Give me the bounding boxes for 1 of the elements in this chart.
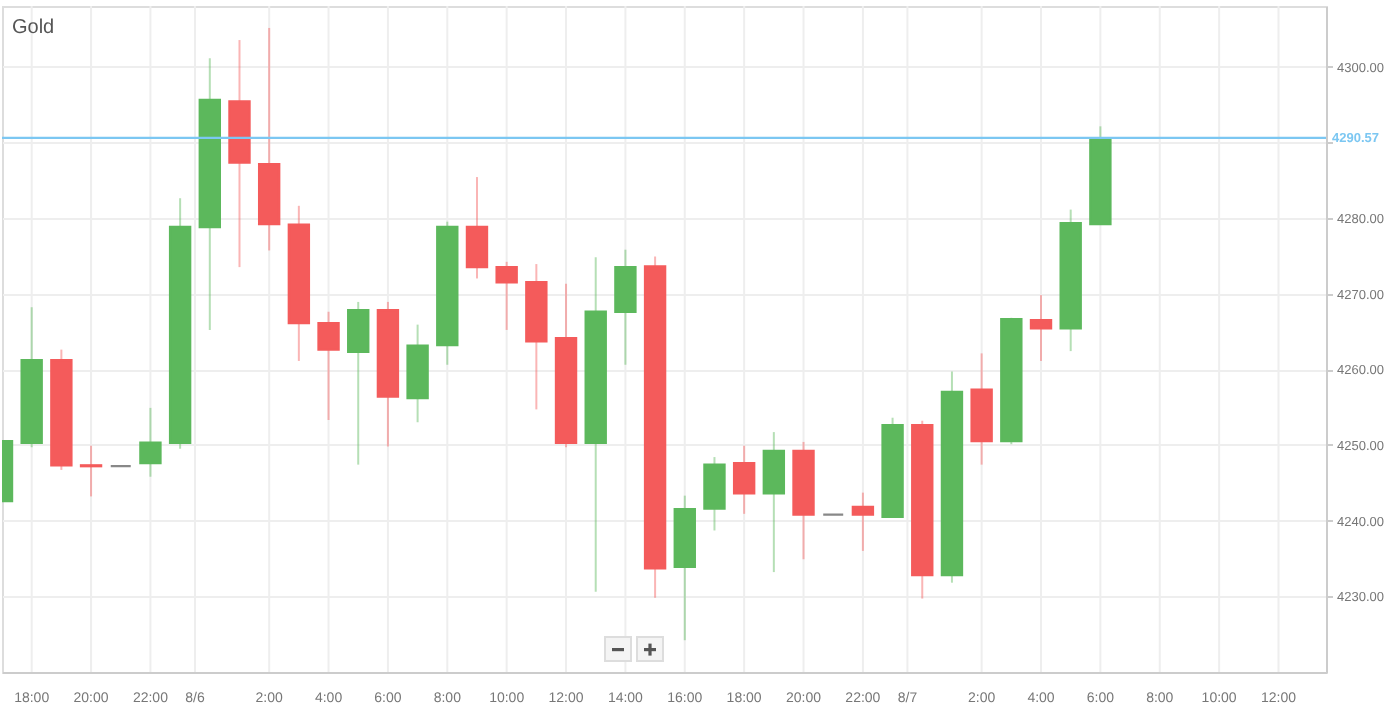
text: Gold (12, 17, 55, 39)
